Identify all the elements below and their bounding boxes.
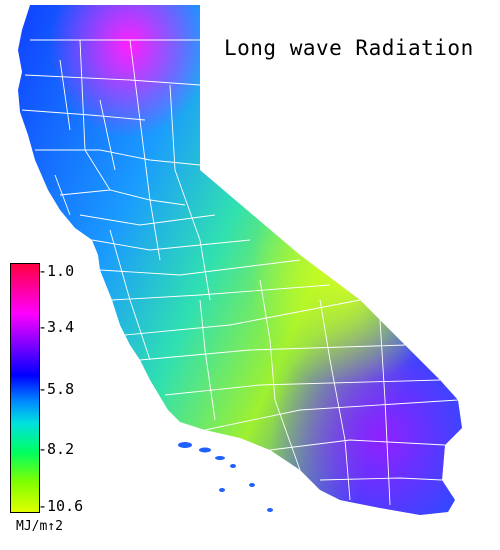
color-scale-bar bbox=[10, 263, 40, 513]
channel-islands bbox=[178, 442, 273, 512]
legend-tick-5: -10.6 bbox=[38, 497, 84, 515]
county-boundaries bbox=[21, 39, 459, 506]
legend-tick-3: -5.8 bbox=[38, 380, 75, 398]
legend-tick-4: -8.2 bbox=[38, 440, 75, 458]
legend-tick-1: -1.0 bbox=[38, 262, 75, 280]
map-title: Long wave Radiation bbox=[224, 36, 474, 60]
state-shape bbox=[18, 5, 462, 515]
legend-tick-2: -3.4 bbox=[38, 318, 75, 336]
legend-units: MJ/m↑2 bbox=[16, 519, 63, 534]
